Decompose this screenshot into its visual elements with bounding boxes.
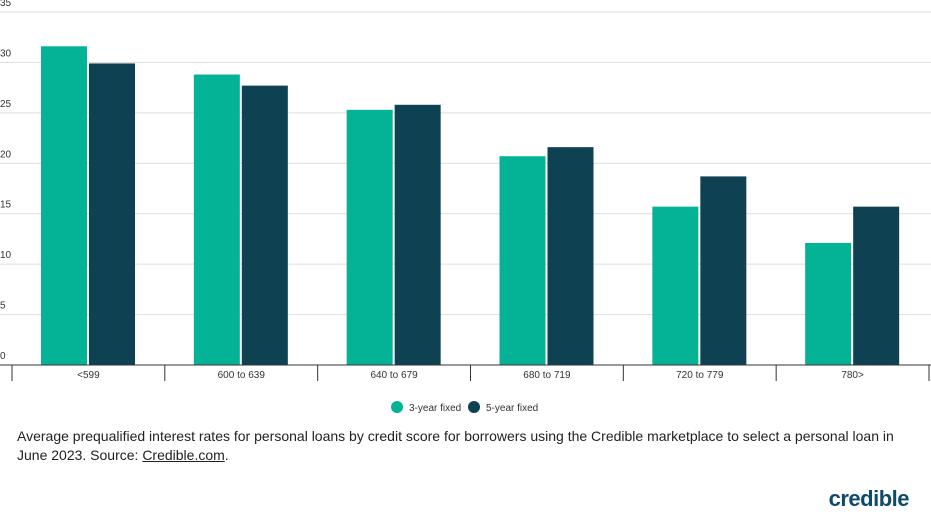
y-tick-label: 20: [0, 149, 12, 160]
bar: [346, 109, 393, 366]
legend-marker: [391, 401, 403, 413]
x-tick-label: <599: [77, 370, 100, 381]
x-tick-label: 720 to 779: [676, 370, 724, 381]
legend-marker: [468, 401, 480, 413]
bar: [193, 74, 240, 365]
caption: Average prequalified interest rates for …: [17, 427, 917, 465]
caption-end: .: [224, 447, 229, 463]
bar: [41, 46, 87, 365]
bar: [394, 104, 441, 365]
x-tick-label: 640 to 679: [370, 370, 418, 381]
legend-label: 3-year fixed: [409, 403, 461, 414]
bar: [853, 206, 900, 365]
logo: credible: [828, 486, 910, 511]
bar: [241, 85, 288, 365]
bar: [547, 147, 594, 365]
caption-text: Average prequalified interest rates for …: [17, 428, 894, 463]
y-tick-label: 25: [0, 99, 12, 110]
bar: [700, 176, 747, 365]
legend-label: 5-year fixed: [486, 403, 538, 414]
y-tick-label: 35: [0, 0, 12, 9]
bar: [805, 242, 852, 365]
y-tick-label: 5: [0, 301, 6, 312]
y-tick-label: 15: [0, 200, 12, 211]
bar: [89, 63, 135, 366]
x-tick-label: 600 to 639: [218, 370, 266, 381]
source-link[interactable]: Credible.com: [142, 447, 225, 463]
y-tick-label: 0: [0, 351, 6, 362]
bar: [652, 206, 699, 365]
y-tick-label: 30: [0, 48, 12, 59]
chart: 0 5 10 15 20 25 30 35 <599 600 to 639 640 to 679 68…: [0, 0, 931, 414]
bar: [499, 156, 546, 365]
x-tick-label: 780>: [841, 370, 864, 381]
x-tick-label: 680 to 719: [523, 370, 571, 381]
y-tick-label: 10: [0, 250, 12, 261]
